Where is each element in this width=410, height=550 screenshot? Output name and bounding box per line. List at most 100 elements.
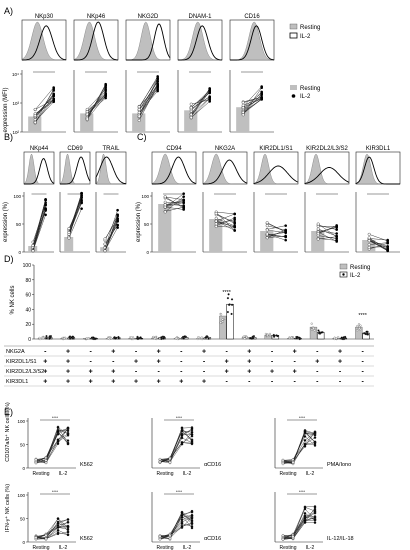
resting-point bbox=[85, 112, 89, 116]
histogram-3: DNAM-1 bbox=[177, 14, 223, 61]
histogram-c-0: CD94 bbox=[151, 146, 197, 185]
il2-point bbox=[104, 94, 107, 98]
il2-point bbox=[208, 91, 211, 95]
table-cell: + bbox=[225, 369, 229, 376]
e-point bbox=[190, 521, 194, 525]
il2-histogram bbox=[152, 156, 197, 185]
d-point bbox=[227, 293, 230, 296]
e-stimulus-label: αCD16 bbox=[204, 536, 221, 542]
pair-line bbox=[68, 208, 82, 239]
resting-point bbox=[265, 221, 269, 225]
pair-line bbox=[318, 223, 337, 237]
pair-line bbox=[104, 227, 118, 251]
resting-histogram bbox=[23, 153, 54, 185]
e-significance: **** bbox=[299, 489, 306, 494]
marker-label: KIR3DL1 bbox=[366, 146, 391, 152]
e-pair-line bbox=[35, 428, 69, 462]
d-point bbox=[231, 303, 234, 306]
e-y-tick-label: 0 bbox=[22, 540, 25, 545]
e-xlabel-resting: Resting bbox=[157, 545, 174, 550]
il2-point bbox=[335, 226, 338, 229]
e-plot-0: 100 50 0 **** Resting IL-2 K562 bbox=[17, 415, 92, 477]
pair-line bbox=[216, 218, 235, 227]
d-point bbox=[117, 336, 120, 339]
e-pair-line bbox=[159, 516, 193, 540]
e-point bbox=[313, 505, 317, 508]
il2-point bbox=[233, 225, 236, 229]
histogram-b-0: NKp44 bbox=[23, 146, 55, 185]
resting-point bbox=[163, 210, 167, 214]
d-point bbox=[197, 336, 200, 339]
table-cell: + bbox=[157, 349, 161, 356]
pair-line bbox=[104, 214, 118, 241]
pair-line bbox=[267, 222, 286, 233]
d-point bbox=[204, 336, 207, 339]
il2-point bbox=[260, 93, 263, 97]
resting-point bbox=[367, 236, 371, 240]
pair-line bbox=[191, 90, 210, 115]
e-point bbox=[303, 443, 307, 447]
d-point bbox=[228, 303, 231, 306]
resting-point bbox=[31, 249, 35, 253]
il2-point bbox=[156, 76, 159, 80]
table-cell: - bbox=[44, 349, 47, 356]
resting-point bbox=[316, 222, 320, 226]
table-row-label: KIR2DL1/S1 bbox=[6, 359, 37, 365]
dotplot-c-1 bbox=[202, 192, 247, 253]
d-y-tick-label: 100 bbox=[23, 263, 32, 269]
e-point bbox=[313, 442, 317, 446]
table-cell: + bbox=[247, 369, 251, 376]
d-point bbox=[358, 327, 361, 330]
d-point bbox=[221, 318, 224, 321]
d-point bbox=[243, 337, 246, 340]
resting-point bbox=[67, 230, 71, 234]
table-cell: - bbox=[180, 369, 183, 376]
dotplot-b-1 bbox=[59, 191, 90, 253]
e-pair-line bbox=[159, 523, 193, 539]
pair-line bbox=[243, 92, 262, 108]
d-y-tick-label: 0 bbox=[28, 337, 31, 343]
panel-a-letter: A) bbox=[4, 6, 13, 16]
d-point bbox=[249, 337, 252, 340]
resting-histogram bbox=[126, 21, 170, 61]
resting-histogram bbox=[59, 153, 90, 185]
e-point bbox=[66, 426, 70, 430]
il2-point bbox=[335, 224, 338, 227]
table-cell: + bbox=[134, 379, 138, 386]
table-cell: - bbox=[316, 369, 319, 376]
table-cell: - bbox=[339, 379, 342, 386]
il2-point bbox=[335, 235, 338, 238]
resting-point bbox=[316, 227, 320, 231]
e-pair-line bbox=[35, 522, 69, 540]
d-point bbox=[219, 321, 222, 324]
marker-label: NKp30 bbox=[35, 14, 54, 20]
table-cell: - bbox=[271, 359, 274, 366]
d-point bbox=[298, 337, 301, 341]
dotplot-a-2 bbox=[125, 70, 170, 133]
e-plot-2: **** Resting IL-2 PMA/Iono bbox=[274, 415, 351, 477]
il2-point bbox=[156, 89, 159, 93]
resting-point bbox=[103, 237, 107, 241]
il2-point bbox=[80, 207, 83, 210]
histogram-4: CD16 bbox=[229, 14, 275, 61]
pair-line bbox=[87, 95, 106, 115]
il2-point bbox=[116, 223, 119, 227]
table-cell: + bbox=[66, 349, 70, 356]
panel-d-letter: D) bbox=[4, 254, 14, 264]
d-point bbox=[356, 325, 359, 328]
e-stimulus-label: IL-12/IL-18 bbox=[327, 536, 354, 542]
e-stimulus-label: PMA/Iono bbox=[327, 462, 351, 468]
d-point bbox=[42, 337, 45, 340]
table-cell: - bbox=[135, 349, 138, 356]
d-point bbox=[45, 335, 48, 338]
il2-histogram bbox=[126, 23, 171, 61]
il2-histogram bbox=[24, 157, 55, 185]
resting-point bbox=[189, 116, 193, 120]
e-pair-line bbox=[282, 437, 316, 465]
d-point bbox=[335, 337, 338, 340]
e-y-tick-label: 100 bbox=[17, 419, 25, 424]
histogram-c-4: KIR3DL1 bbox=[355, 146, 401, 185]
pair-line bbox=[138, 78, 158, 115]
resting-point bbox=[67, 236, 71, 240]
il2-point bbox=[116, 226, 119, 229]
